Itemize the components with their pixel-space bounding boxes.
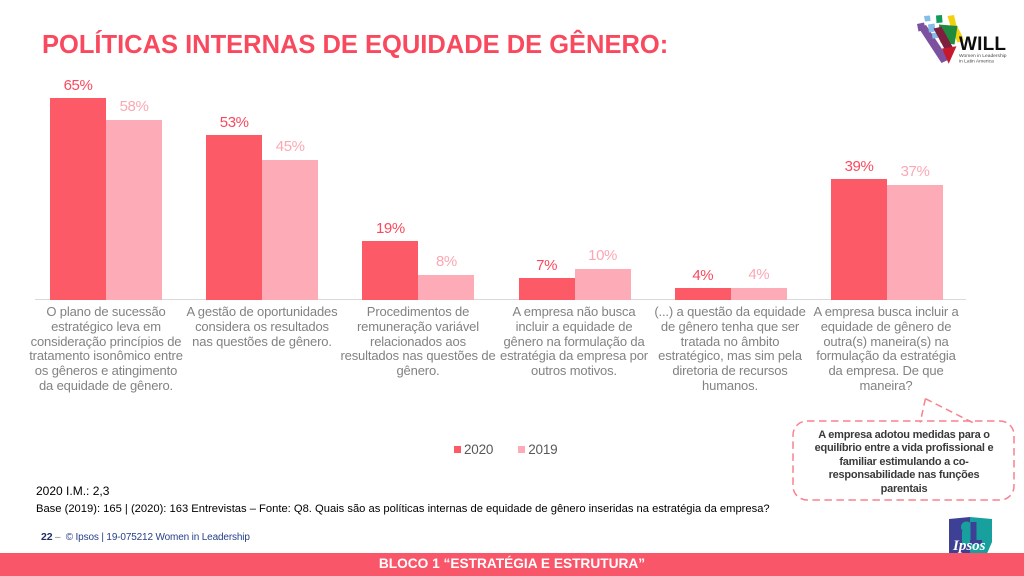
svg-text:Ipsos: Ipsos: [952, 538, 986, 554]
svg-text:in Latin America: in Latin America: [959, 59, 994, 65]
svg-text:WILL: WILL: [959, 34, 1006, 55]
svg-text:Women in Leadership: Women in Leadership: [959, 53, 1007, 59]
